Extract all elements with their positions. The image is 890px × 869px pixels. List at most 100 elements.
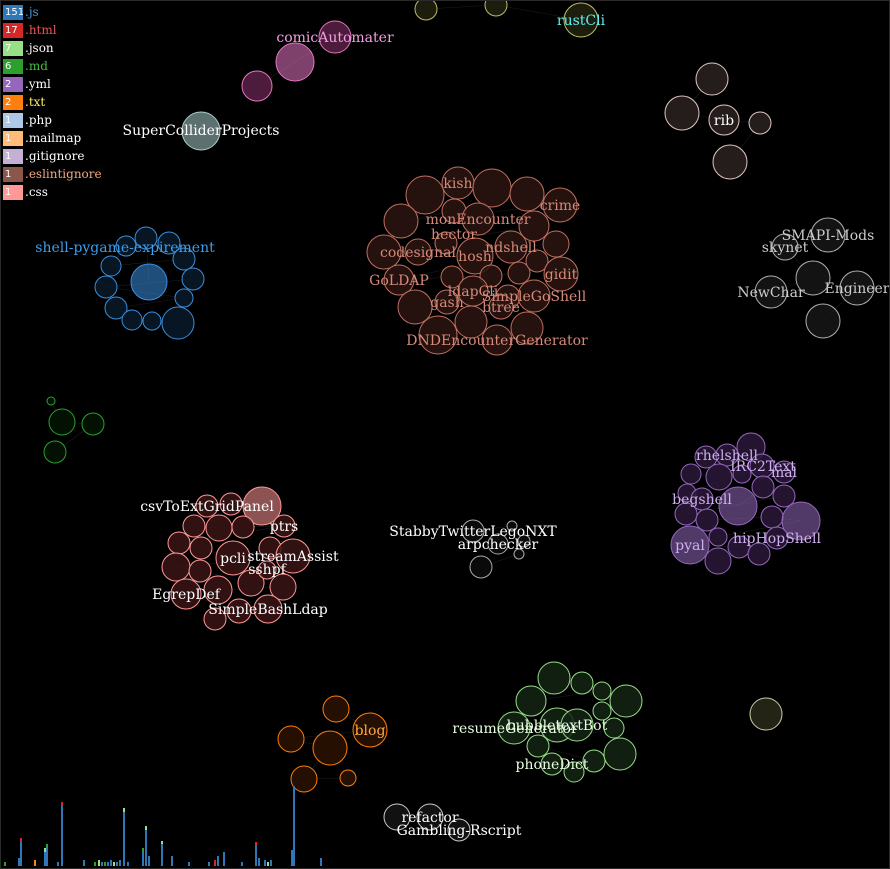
file-node[interactable] — [269, 573, 297, 601]
file-node[interactable] — [414, 1, 438, 21]
file-node[interactable] — [582, 749, 606, 773]
file-node[interactable] — [509, 176, 545, 212]
file-node[interactable] — [592, 681, 612, 701]
file-node[interactable] — [543, 256, 579, 292]
file-node[interactable] — [237, 569, 265, 597]
file-node[interactable] — [670, 525, 710, 565]
file-node[interactable] — [366, 234, 402, 270]
file-node[interactable] — [81, 412, 105, 436]
file-node[interactable] — [708, 527, 728, 547]
file-node[interactable] — [525, 249, 549, 273]
legend-item[interactable]: 151 .js — [3, 3, 102, 21]
file-node[interactable] — [487, 533, 509, 555]
file-node[interactable] — [771, 233, 799, 261]
file-node[interactable] — [749, 697, 783, 731]
node-layer[interactable] — [43, 1, 875, 842]
file-node[interactable] — [454, 305, 488, 339]
file-node[interactable] — [510, 311, 544, 345]
file-node[interactable] — [526, 734, 550, 758]
file-node[interactable] — [705, 463, 733, 491]
legend-item[interactable]: 1 .eslintignore — [3, 165, 102, 183]
file-node[interactable] — [609, 684, 643, 718]
legend-item[interactable]: 7 .json — [3, 39, 102, 57]
file-node[interactable] — [104, 296, 128, 320]
file-node[interactable] — [231, 515, 255, 539]
file-node[interactable] — [181, 267, 205, 291]
legend-item[interactable]: 1 .gitignore — [3, 147, 102, 165]
file-node[interactable] — [592, 701, 612, 721]
file-node[interactable] — [157, 231, 181, 255]
file-node[interactable] — [472, 168, 512, 208]
file-node[interactable] — [174, 288, 194, 308]
file-node[interactable] — [130, 263, 168, 301]
file-node[interactable] — [515, 685, 547, 717]
file-node[interactable] — [781, 501, 821, 541]
legend-item[interactable]: 1 .php — [3, 111, 102, 129]
file-node[interactable] — [732, 464, 752, 484]
file-node[interactable] — [312, 730, 348, 766]
file-node[interactable] — [507, 261, 531, 285]
file-node[interactable] — [680, 463, 702, 485]
file-node[interactable] — [674, 502, 698, 526]
file-node[interactable] — [494, 230, 528, 264]
file-node[interactable] — [142, 311, 162, 331]
file-node[interactable] — [537, 661, 571, 695]
file-node[interactable] — [275, 538, 311, 574]
legend-item[interactable]: 1 .css — [3, 183, 102, 201]
file-node[interactable] — [805, 303, 841, 339]
file-node[interactable] — [416, 803, 444, 831]
file-node[interactable] — [664, 95, 700, 131]
file-node[interactable] — [715, 443, 739, 467]
file-node[interactable] — [461, 519, 485, 543]
file-node[interactable] — [570, 671, 594, 695]
legend-item[interactable]: 17 .html — [3, 21, 102, 39]
file-node[interactable] — [383, 264, 415, 296]
file-node[interactable] — [115, 235, 137, 257]
file-node[interactable] — [405, 175, 445, 215]
file-node[interactable] — [418, 315, 458, 355]
file-node[interactable] — [695, 508, 719, 532]
file-node[interactable] — [479, 264, 503, 288]
file-node[interactable] — [760, 505, 784, 529]
file-node[interactable] — [754, 275, 788, 309]
file-node[interactable] — [506, 520, 518, 532]
file-node[interactable] — [167, 531, 191, 555]
file-node[interactable] — [383, 203, 419, 239]
file-node[interactable] — [456, 237, 494, 275]
file-node[interactable] — [540, 752, 564, 776]
file-node[interactable] — [352, 712, 388, 748]
file-node[interactable] — [322, 695, 350, 723]
file-node[interactable] — [241, 70, 273, 102]
file-node[interactable] — [339, 769, 357, 787]
file-node[interactable] — [708, 104, 740, 136]
file-node[interactable] — [172, 247, 196, 271]
file-node[interactable] — [747, 542, 771, 566]
file-node[interactable] — [497, 711, 531, 745]
file-node[interactable] — [189, 536, 213, 560]
file-node[interactable] — [275, 42, 315, 82]
file-node[interactable] — [772, 460, 796, 484]
file-node[interactable] — [434, 231, 458, 255]
file-node[interactable] — [751, 475, 775, 499]
file-node[interactable] — [318, 20, 352, 54]
file-node[interactable] — [513, 548, 525, 560]
file-node[interactable] — [290, 765, 318, 793]
file-node[interactable] — [257, 560, 277, 580]
file-node[interactable] — [712, 144, 748, 180]
file-node[interactable] — [195, 494, 219, 518]
file-node[interactable] — [219, 492, 243, 516]
file-node[interactable] — [94, 275, 118, 299]
file-node[interactable] — [542, 230, 570, 258]
file-node[interactable] — [188, 559, 212, 583]
file-node[interactable] — [517, 279, 551, 313]
file-node[interactable] — [121, 309, 143, 331]
file-node[interactable] — [603, 717, 625, 739]
file-node[interactable] — [440, 265, 464, 289]
file-node[interactable] — [253, 594, 283, 624]
file-node[interactable] — [469, 555, 493, 579]
file-node[interactable] — [277, 725, 305, 753]
file-node[interactable] — [48, 408, 76, 436]
file-node[interactable] — [397, 289, 433, 325]
file-node[interactable] — [205, 514, 233, 542]
file-node[interactable] — [100, 255, 122, 277]
